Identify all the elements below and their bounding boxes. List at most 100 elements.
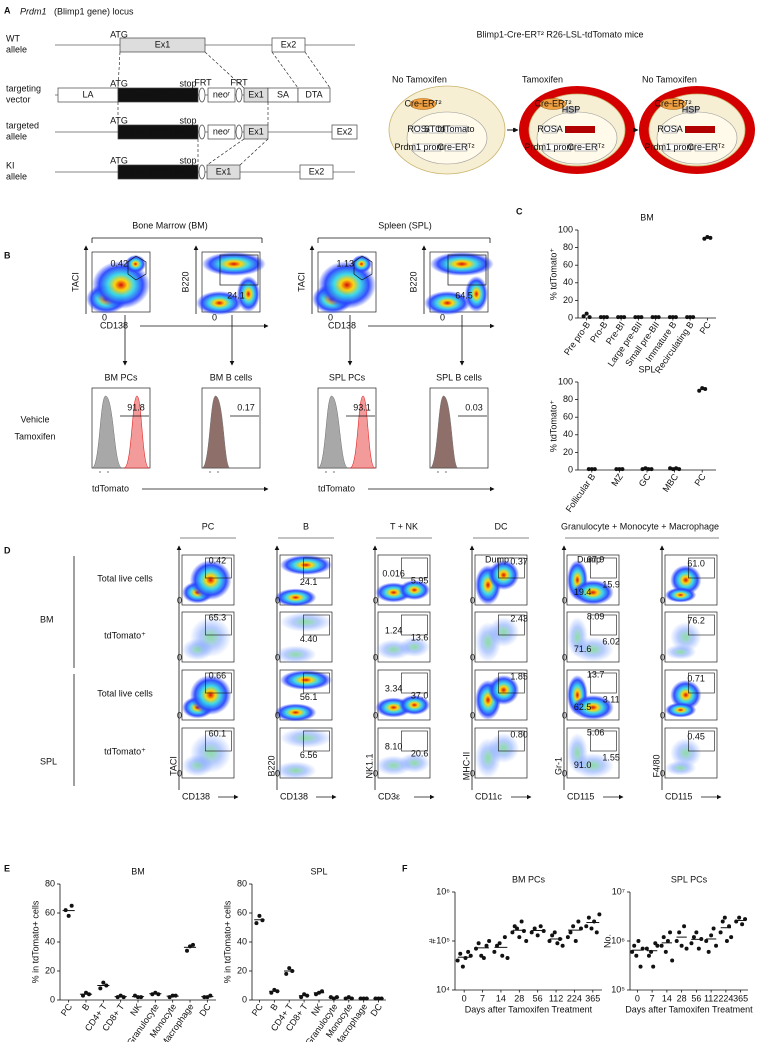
gate	[498, 614, 525, 636]
dashed-line	[206, 138, 245, 166]
chart-title: SPL	[310, 866, 327, 876]
x-tick-label: 224	[718, 993, 733, 1003]
column-header: PC	[202, 521, 215, 531]
density	[670, 680, 702, 710]
data-point	[521, 928, 526, 933]
nucleus	[536, 111, 618, 165]
header: Spleen (SPL)	[378, 220, 432, 230]
panel-letter: A	[4, 5, 11, 15]
tick-label: 0	[562, 768, 567, 778]
y-tick-label: 40	[563, 277, 573, 287]
data-point	[700, 386, 705, 391]
site-label: ATG	[110, 29, 128, 39]
data-point	[535, 933, 540, 938]
data-point	[597, 912, 602, 917]
frt-site	[198, 87, 206, 103]
density	[189, 675, 232, 715]
data-point	[636, 939, 641, 943]
locus-box	[207, 124, 236, 140]
gate-value: 61.0	[687, 558, 705, 568]
box-label: Cre-ERᵀ² / pA	[130, 126, 185, 136]
density	[398, 580, 430, 600]
frt-site	[235, 124, 243, 140]
box-label: LA	[82, 89, 93, 99]
data-point	[674, 939, 679, 943]
x-tick-label: 112	[704, 993, 718, 1003]
row-label: KI	[6, 160, 15, 170]
axis-label: CD138	[182, 791, 210, 801]
x-tick-label: 365	[585, 993, 600, 1003]
data-point	[696, 946, 701, 951]
data-point	[479, 953, 484, 958]
density	[125, 255, 146, 273]
data-point	[555, 941, 560, 946]
x-tick-label: 28	[677, 993, 687, 1003]
data-point	[711, 926, 716, 931]
row-label: allele	[6, 171, 27, 181]
density	[351, 255, 372, 273]
data-point	[565, 935, 570, 940]
x-tick-label: B	[80, 1002, 92, 1013]
density	[274, 645, 317, 664]
cre-protein	[659, 98, 687, 110]
density	[572, 753, 614, 778]
column-header: Granulocyte + Monocyte + Macrophage	[561, 521, 719, 531]
data-point	[69, 903, 74, 908]
chart-title: BM	[131, 866, 145, 876]
gate-value: 1.24	[385, 625, 403, 635]
row-label: tdTomato⁺	[104, 630, 146, 640]
data-point	[714, 943, 719, 948]
density	[665, 587, 697, 603]
panel-letter: F	[402, 863, 408, 873]
data-point	[497, 941, 502, 946]
gate-value: 19.4	[574, 587, 592, 597]
frt-site	[198, 124, 206, 140]
data-point	[568, 930, 573, 935]
gate	[498, 730, 525, 752]
gene-box	[574, 143, 598, 152]
x-tick-label: NK	[128, 1002, 143, 1018]
density	[274, 761, 317, 780]
data-point	[659, 943, 664, 948]
chart-title: BM PCs	[512, 874, 546, 884]
data-point	[677, 467, 682, 472]
data-point	[705, 235, 710, 240]
density	[398, 753, 430, 773]
panel-title: Prdm1	[20, 6, 47, 16]
x-axis-label: Days after Tamoxifen Treatment	[465, 1004, 593, 1014]
gate	[205, 614, 232, 636]
y-tick-label: 0	[568, 464, 573, 474]
gate-value: 5.06	[587, 727, 605, 737]
data-point	[524, 939, 529, 943]
data-point	[640, 946, 645, 951]
header: Bone Marrow (BM)	[132, 220, 208, 230]
box-label: Ex2	[281, 39, 297, 49]
cell-label: Cre-ERᵀ²	[438, 142, 475, 152]
density	[572, 637, 614, 662]
data-point	[667, 315, 672, 320]
data-point	[646, 953, 651, 958]
row-label: allele	[6, 44, 27, 54]
cell-label: ROSA	[537, 124, 563, 134]
data-point	[487, 939, 492, 943]
gate	[303, 614, 330, 636]
gate-value: 8.10	[385, 741, 403, 751]
x-tick-label: 7	[480, 993, 485, 1003]
data-point	[688, 315, 693, 320]
axis-label: CD138	[100, 320, 128, 330]
dump-label: Dump⁻	[485, 554, 514, 564]
x-tick-label: DC	[197, 1001, 213, 1018]
data-point	[573, 939, 578, 943]
gate	[303, 730, 330, 752]
data-point	[677, 930, 682, 935]
data-point	[709, 933, 714, 938]
gate	[205, 557, 232, 579]
gate-value: 1.13	[336, 258, 354, 268]
data-point	[703, 387, 708, 392]
y-tick-label: 40	[237, 936, 247, 946]
data-point	[541, 928, 546, 933]
locus-box	[119, 37, 206, 53]
gate	[401, 614, 428, 636]
cell-label: Cre-ERᵀ²	[688, 142, 725, 152]
data-point	[639, 315, 644, 320]
